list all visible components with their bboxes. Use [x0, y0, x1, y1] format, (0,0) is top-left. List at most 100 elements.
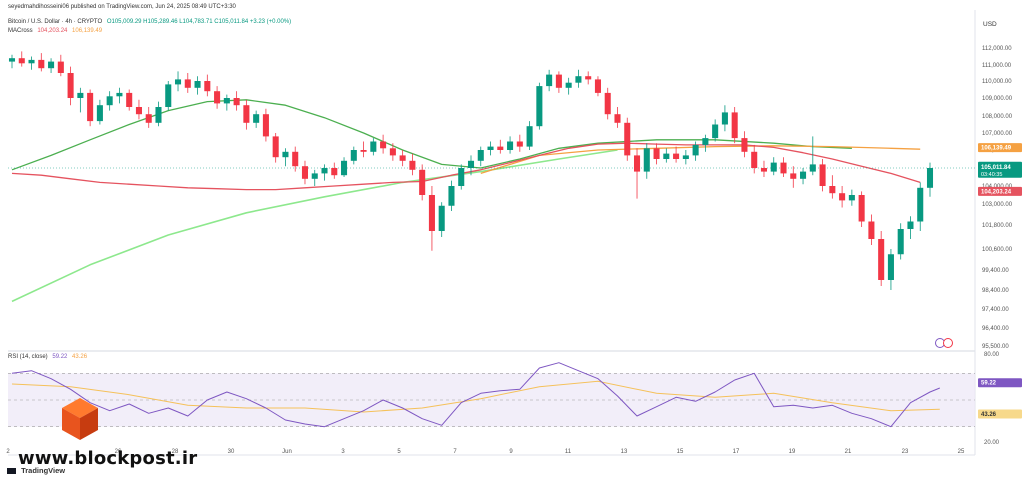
- candle-body: [770, 162, 777, 172]
- candle-body: [594, 79, 601, 93]
- candle-body: [858, 195, 865, 222]
- candle: [839, 186, 846, 208]
- candle: [907, 216, 914, 239]
- candle-body: [682, 155, 689, 159]
- candle: [575, 69, 582, 88]
- ma-fast-price-tag-text: 104,203.24: [981, 189, 1012, 195]
- candle-body: [77, 92, 84, 98]
- candle-body: [878, 239, 885, 280]
- candle: [409, 153, 416, 176]
- y-tick-label: 109,000.00: [982, 96, 1013, 102]
- y-tick-label: 103,000.00: [982, 202, 1013, 208]
- candle-body: [448, 186, 455, 206]
- candle: [751, 144, 758, 174]
- rsi-value-tag: 59.22: [978, 378, 1022, 388]
- candle: [487, 141, 494, 156]
- y-tick-label: 98,400.00: [982, 288, 1009, 294]
- candle: [360, 141, 367, 158]
- x-tick-label: 5: [397, 449, 401, 455]
- y-tick-label: 101,800.00: [982, 223, 1013, 229]
- candle-body: [18, 58, 25, 64]
- rsi-tick-label: 20.00: [984, 440, 1000, 446]
- candle-body: [438, 205, 445, 231]
- candle: [536, 82, 543, 130]
- candle: [809, 136, 816, 176]
- y-tick-label: 97,400.00: [982, 307, 1009, 313]
- candle-body: [292, 151, 299, 167]
- candle-body: [477, 150, 484, 161]
- candle-body: [497, 146, 504, 150]
- x-tick-label: 23: [902, 449, 909, 455]
- indicator-legend: MACross 104,203.24 106,139.49: [8, 28, 102, 34]
- candle: [604, 87, 611, 120]
- candle-body: [399, 155, 406, 161]
- scroll-to-realtime-icon[interactable]: [935, 338, 953, 348]
- candle-body: [624, 122, 631, 156]
- ma-slow-price-tag-bg: [978, 143, 1022, 153]
- x-tick-label: 21: [845, 449, 852, 455]
- candle: [770, 157, 777, 176]
- candle-body: [8, 58, 16, 62]
- candle-body: [868, 221, 875, 239]
- candle-body: [262, 114, 269, 137]
- candle: [663, 148, 670, 163]
- candle-body: [428, 195, 435, 231]
- candle: [321, 164, 328, 181]
- candle-body: [253, 114, 260, 123]
- candle: [819, 159, 826, 192]
- candle-body: [223, 98, 230, 104]
- ma-slow-legend: 106,139.49: [72, 28, 103, 34]
- candle-body: [135, 107, 142, 115]
- candle-body: [321, 168, 328, 174]
- candle-body: [145, 114, 152, 123]
- candle-body: [663, 153, 670, 159]
- candle: [428, 186, 435, 251]
- candle-body: [214, 91, 221, 104]
- candle: [8, 54, 16, 69]
- candle-body: [917, 187, 924, 222]
- candle-body: [907, 221, 914, 229]
- ma-fast-price-tag: 104,203.24: [978, 186, 1022, 196]
- x-tick-label: Jun: [282, 449, 292, 455]
- candle: [526, 121, 533, 150]
- candle-body: [731, 112, 738, 139]
- candle-body: [829, 186, 836, 194]
- candle-body: [106, 96, 113, 106]
- candle: [702, 134, 709, 152]
- candle-body: [751, 151, 758, 168]
- candle: [389, 143, 396, 161]
- candle: [497, 139, 504, 154]
- candle-body: [233, 98, 240, 106]
- candle: [858, 191, 865, 227]
- candle: [458, 164, 465, 190]
- candle: [878, 231, 885, 286]
- symbol-title: Bitcoin / U.S. Dollar · 4h · CRYPTO O105…: [8, 19, 291, 25]
- rsi-value-tag-text: 59.22: [981, 381, 997, 387]
- candle: [380, 134, 387, 154]
- candle-body: [370, 141, 377, 152]
- candle: [243, 99, 250, 130]
- published-by: seyedmahdihosseini06 published on Tradin…: [8, 4, 236, 10]
- candle: [96, 99, 103, 125]
- indicator-name: MACross: [8, 28, 33, 34]
- candle-body: [311, 173, 318, 179]
- candle: [848, 189, 855, 206]
- candle: [87, 89, 94, 127]
- x-tick-label: 30: [228, 449, 235, 455]
- candle-body: [673, 153, 680, 159]
- candle-body: [331, 168, 338, 176]
- x-tick-label: 7: [453, 449, 457, 455]
- ma-fast-line: [11, 142, 921, 191]
- candle-body: [702, 138, 709, 145]
- candle: [477, 146, 484, 167]
- candle-body: [487, 146, 494, 150]
- candle-body: [585, 76, 592, 80]
- candle-body: [546, 74, 553, 87]
- ma-fast-legend: 104,203.24: [37, 28, 68, 34]
- rsi-ma-tag-text: 43.26: [981, 412, 997, 418]
- candle: [194, 76, 201, 95]
- candle: [438, 202, 445, 237]
- candle: [643, 143, 650, 179]
